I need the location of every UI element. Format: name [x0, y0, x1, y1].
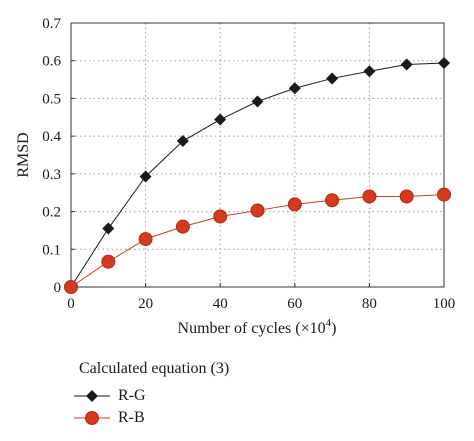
x-axis-label: Number of cycles (×104): [178, 317, 337, 337]
data-point-r-b: [287, 197, 302, 212]
data-point-r-b: [138, 232, 153, 247]
data-point-r-g: [214, 113, 227, 126]
data-point-r-g: [176, 135, 189, 148]
data-point-r-b: [325, 193, 340, 208]
y-tick-label: 0: [54, 280, 62, 296]
y-tick-label: 0.1: [42, 242, 61, 258]
legend-title: Calculated equation (3): [79, 360, 230, 377]
data-point-r-g: [363, 65, 376, 78]
data-point-r-b: [250, 203, 265, 218]
legend-label-r-g: R-G: [118, 387, 146, 404]
series-layer: [64, 56, 451, 294]
data-point-r-b: [213, 209, 228, 224]
y-tick-label: 0.7: [42, 16, 61, 32]
data-point-r-b: [175, 219, 190, 234]
y-tick-label: 0.6: [42, 54, 61, 70]
data-point-r-g: [102, 222, 115, 235]
y-tick-label: 0.2: [42, 205, 61, 221]
data-point-r-g: [288, 82, 301, 95]
legend-label-r-b: R-B: [118, 409, 145, 426]
data-point-r-g: [400, 58, 413, 71]
y-tick-label: 0.3: [42, 167, 61, 183]
x-tick-label: 60: [287, 296, 302, 312]
data-point-r-b: [399, 189, 414, 204]
x-tick-label: 20: [138, 296, 153, 312]
data-point-r-b: [101, 254, 116, 269]
circle-marker-icon: [74, 411, 110, 425]
x-tick-label: 80: [362, 296, 377, 312]
x-tick-labels: 0 20 40 60 80 100: [67, 296, 455, 312]
data-point-r-b: [64, 280, 78, 294]
data-point-r-g: [251, 95, 264, 108]
x-tick-label: 100: [433, 296, 456, 312]
x-tick-label: 40: [213, 296, 228, 312]
x-tick-label: 0: [67, 296, 75, 312]
data-point-r-b: [437, 187, 451, 202]
tick-marks: [70, 22, 445, 288]
grid-lines: [71, 23, 444, 287]
data-point-r-b: [362, 189, 377, 204]
y-tick-label: 0.5: [42, 91, 61, 107]
data-point-r-g: [326, 72, 339, 85]
diamond-marker-icon: [74, 390, 110, 402]
plot-frame: [70, 22, 445, 288]
data-point-r-g: [139, 170, 152, 183]
y-tick-label: 0.4: [42, 129, 61, 145]
y-axis-label: RMSD: [15, 132, 32, 177]
y-tick-labels: 0 0.1 0.2 0.3 0.4 0.5 0.6 0.7: [42, 16, 61, 296]
data-point-r-g: [438, 56, 450, 69]
series-r-b: [64, 187, 451, 294]
rmsd-chart: 0 20 40 60 80 100 0 0.1 0.2 0.3 0.4 0.5 0.6 0.7 Numb…: [15, 16, 455, 337]
series-r-g: [65, 56, 450, 293]
